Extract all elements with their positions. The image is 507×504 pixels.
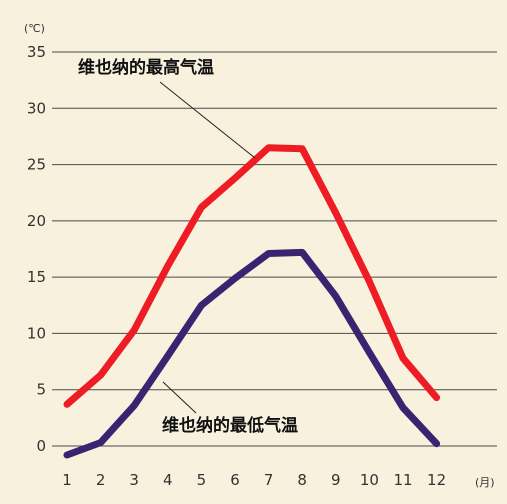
x-axis-ticks: 1 2 3 4 5 6 7 8 9 10 11 12 xyxy=(62,471,446,489)
x-tick-label: 10 xyxy=(360,471,379,489)
max-temperature-line xyxy=(63,144,441,408)
y-tick-label: 15 xyxy=(27,268,46,286)
min-temperature-label: 维也纳的最低气温 xyxy=(162,415,298,436)
x-tick-label: 4 xyxy=(163,471,173,489)
x-tick-label: 6 xyxy=(230,471,240,489)
x-tick-label: 12 xyxy=(427,471,446,489)
x-tick-label: 1 xyxy=(62,471,72,489)
x-tick-label: 11 xyxy=(393,471,412,489)
max-temperature-label: 维也纳的最高气温 xyxy=(78,57,214,78)
x-tick-label: 9 xyxy=(331,471,341,489)
min-temperature-line xyxy=(63,248,441,459)
x-tick-label: 8 xyxy=(297,471,307,489)
x-tick-label: 3 xyxy=(129,471,139,489)
y-tick-label: 35 xyxy=(27,43,46,61)
series-lines xyxy=(63,144,441,459)
y-tick-label: 10 xyxy=(27,324,46,342)
x-tick-label: 7 xyxy=(264,471,274,489)
y-tick-label: 25 xyxy=(27,156,46,174)
x-axis-unit: (月) xyxy=(475,476,495,489)
y-tick-label: 20 xyxy=(27,212,46,230)
grid xyxy=(52,51,497,447)
y-tick-label: 30 xyxy=(27,99,46,117)
x-tick-label: 2 xyxy=(96,471,106,489)
y-axis-unit: (℃) xyxy=(24,22,45,35)
x-tick-label: 5 xyxy=(197,471,207,489)
y-axis-ticks: 0 5 10 15 20 25 30 35 xyxy=(27,43,46,455)
y-tick-label: 5 xyxy=(36,381,46,399)
min-label-leader xyxy=(162,381,197,414)
y-tick-label: 0 xyxy=(36,437,46,455)
max-label-leader xyxy=(159,81,256,159)
